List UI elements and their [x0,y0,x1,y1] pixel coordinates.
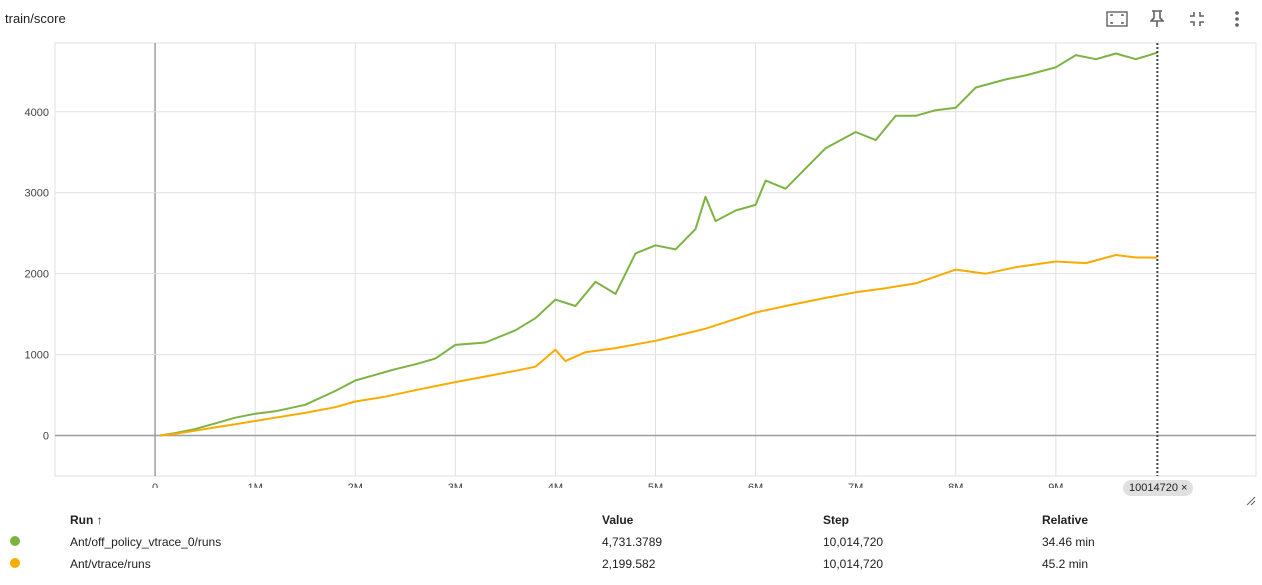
card-toolbar [1100,8,1254,30]
sort-arrow-icon: ↑ [96,513,103,527]
chart-title: train/score [5,11,66,26]
line-chart[interactable]: 0 1M 2M 3M 4M 5M 6M 7M 8M 9M 0 1000 2000 3000 4000 [0,38,1262,488]
run-value: 2,199.582 [602,557,656,571]
collapse-icon [1190,12,1204,26]
table-header-row: Run ↑ Value Step Relative [0,509,1222,531]
x-tick-label: 6M [748,482,763,488]
x-tick-label: 4M [548,482,563,488]
color-header [0,509,70,531]
table-row[interactable]: Ant/off_policy_vtrace_0/runs 4,731.3789 … [0,531,1222,553]
run-name: Ant/off_policy_vtrace_0/runs [70,535,222,549]
step-cursor-chip[interactable]: 10014720 × [1123,480,1194,496]
y-tick-label: 0 [43,431,49,443]
run-color-dot [10,536,20,546]
run-relative: 45.2 min [1042,557,1089,571]
resize-handle-icon[interactable] [1244,494,1256,506]
x-tick-label: 7M [848,482,863,488]
x-tick-label: 0 [152,482,158,488]
run-step: 10,014,720 [823,535,884,549]
close-icon[interactable]: × [1180,482,1188,494]
y-tick-label: 2000 [25,269,49,281]
run-value: 4,731.3789 [602,535,663,549]
pin-button[interactable] [1140,8,1174,30]
x-tick-label: 2M [348,482,363,488]
fit-domain-button[interactable] [1100,8,1134,30]
run-header-label: Run [70,513,94,527]
step-cursor-label: 10014720 [1129,482,1178,494]
run-step: 10,014,720 [823,557,884,571]
y-tick-label: 1000 [25,350,49,362]
relative-header[interactable]: Relative [1042,513,1089,527]
x-tick-label: 5M [648,482,663,488]
x-tick-label: 1M [248,482,263,488]
value-header[interactable]: Value [602,513,634,527]
run-relative: 34.46 min [1042,535,1095,549]
series-line[interactable] [159,254,1158,437]
series-line[interactable] [159,51,1158,437]
run-color-dot [10,558,20,568]
run-name: Ant/vtrace/runs [70,557,151,571]
more-vert-icon [1235,11,1239,27]
pin-icon [1150,10,1164,27]
y-tick-label: 4000 [25,107,49,119]
x-tick-label: 8M [948,482,963,488]
run-header[interactable]: Run ↑ [70,509,602,531]
y-tick-label: 3000 [25,188,49,200]
x-tick-label: 9M [1048,482,1063,488]
table-row[interactable]: Ant/vtrace/runs 2,199.582 10,014,720 45.… [0,553,1222,575]
collapse-button[interactable] [1180,8,1214,30]
more-options-button[interactable] [1220,8,1254,30]
x-tick-label: 3M [448,482,463,488]
runs-table: Run ↑ Value Step Relative Ant/off_policy… [0,509,1222,575]
step-header[interactable]: Step [823,513,850,527]
fit-domain-icon [1106,11,1128,27]
